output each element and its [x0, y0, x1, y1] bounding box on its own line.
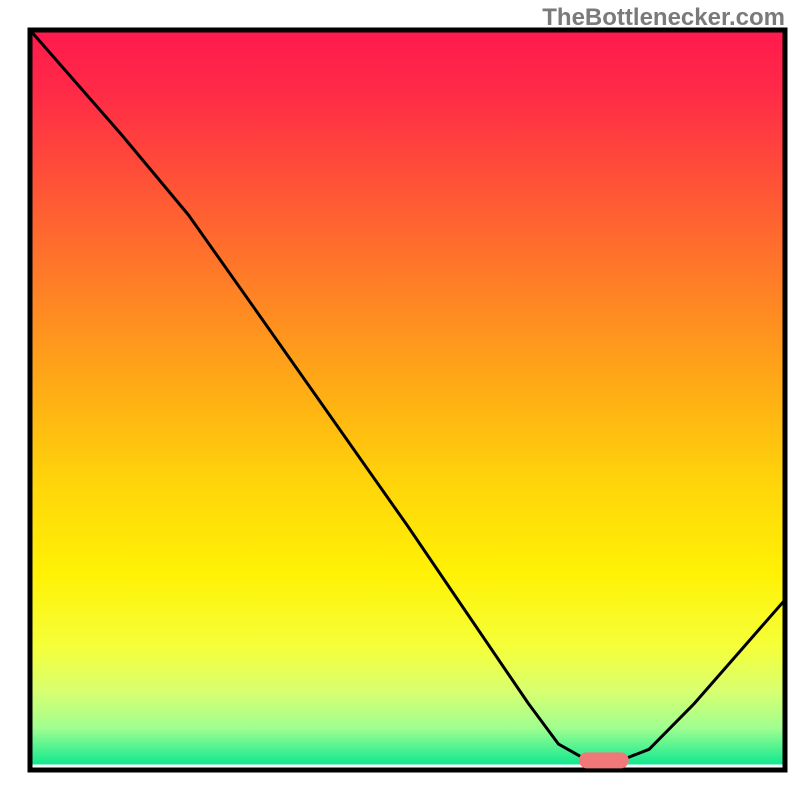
watermark-text: TheBottlenecker.com [542, 4, 785, 32]
gradient-background [33, 33, 783, 765]
chart-svg [0, 0, 800, 800]
optimal-marker [579, 752, 629, 768]
